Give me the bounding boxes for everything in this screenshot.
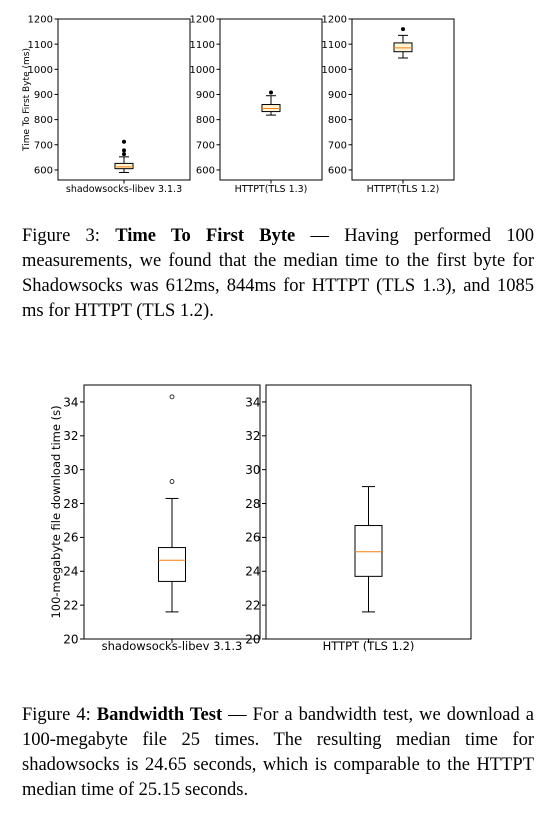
x-category-label: HTTPT (TLS 1.2) bbox=[323, 639, 415, 653]
y-tick-label: 1100 bbox=[190, 40, 215, 51]
y-tick-label: 34 bbox=[245, 395, 260, 409]
y-tick-label: 1200 bbox=[322, 15, 347, 26]
figure-3-title: Time To First Byte bbox=[115, 226, 296, 246]
outlier-point bbox=[169, 479, 175, 484]
y-tick-label: 700 bbox=[34, 140, 53, 151]
y-tick-label: 700 bbox=[328, 140, 347, 151]
iqr-box bbox=[261, 104, 281, 113]
y-tick-label: 900 bbox=[34, 90, 53, 101]
y-tick-label: 800 bbox=[34, 115, 53, 126]
iqr-box bbox=[393, 42, 413, 53]
y-tick-label: 22 bbox=[245, 598, 260, 612]
figure-4-caption: Figure 4: Bandwidth Test — For a bandwid… bbox=[22, 703, 534, 803]
y-tick-label: 1200 bbox=[28, 15, 53, 26]
y-tick-label: 28 bbox=[245, 497, 260, 511]
x-category-label: HTTPT(TLS 1.3) bbox=[235, 184, 308, 195]
y-tick-label: 20 bbox=[63, 632, 78, 646]
outlier-point bbox=[268, 90, 273, 95]
figure-3-caption: Figure 3: Time To First Byte — Having pe… bbox=[22, 224, 534, 324]
y-tick-label: 22 bbox=[63, 598, 78, 612]
y-tick-label: 26 bbox=[245, 531, 260, 545]
y-tick-label: 30 bbox=[245, 463, 260, 477]
outlier-point bbox=[122, 148, 127, 153]
outlier-point bbox=[122, 139, 127, 144]
y-tick-label: 900 bbox=[196, 90, 215, 101]
ttfb-box-plot-figure: Time To First Byte (ms) 600 700 800 900 1000 1… bbox=[22, 15, 455, 195]
y-tick-label: 32 bbox=[245, 429, 260, 443]
y-tick-label: 600 bbox=[34, 166, 53, 177]
y-tick-label: 28 bbox=[63, 497, 78, 511]
bandwidth-box-plot-figure: 100-megabyte file download time (s)20222… bbox=[49, 384, 472, 653]
y-tick-label: 800 bbox=[328, 115, 347, 126]
y-axis-label: Time To First Byte (ms) bbox=[22, 48, 32, 152]
y-tick-label: 24 bbox=[63, 565, 78, 579]
y-axis-label: 100-megabyte file download time (s) bbox=[49, 405, 63, 618]
y-tick-label: 20 bbox=[245, 632, 260, 646]
x-category-label: HTTPT(TLS 1.2) bbox=[367, 184, 440, 195]
y-tick-label: 32 bbox=[63, 429, 78, 443]
y-tick-label: 600 bbox=[196, 166, 215, 177]
y-tick-label: 1200 bbox=[190, 15, 215, 26]
y-tick-label: 700 bbox=[196, 140, 215, 151]
y-tick-label: 800 bbox=[196, 115, 215, 126]
outlier-point bbox=[400, 27, 405, 32]
figure-4-label: Figure 4: bbox=[22, 705, 97, 725]
y-tick-label: 1100 bbox=[322, 40, 347, 51]
iqr-box bbox=[114, 162, 134, 170]
figure-3-body: — Having performed 100 measurements, we … bbox=[22, 226, 534, 321]
figure-4-title: Bandwidth Test bbox=[96, 705, 223, 725]
y-tick-label: 34 bbox=[63, 395, 78, 409]
figure-3-label: Figure 3: bbox=[22, 226, 116, 246]
y-tick-label: 1000 bbox=[190, 65, 215, 76]
y-tick-label: 1100 bbox=[28, 40, 53, 51]
outlier-point bbox=[169, 394, 175, 400]
y-tick-label: 24 bbox=[245, 565, 260, 579]
iqr-box bbox=[158, 547, 186, 582]
y-tick-label: 900 bbox=[328, 90, 347, 101]
y-tick-label: 30 bbox=[63, 463, 78, 477]
x-category-label: shadowsocks-libev 3.1.3 bbox=[66, 184, 182, 195]
iqr-box bbox=[354, 525, 383, 577]
y-tick-label: 1000 bbox=[322, 65, 347, 76]
figure-4-body: — For a bandwidth test, we download a 10… bbox=[22, 705, 534, 800]
y-tick-label: 1000 bbox=[28, 65, 53, 76]
y-tick-label: 26 bbox=[63, 531, 78, 545]
x-category-label: shadowsocks-libev 3.1.3 bbox=[102, 639, 243, 653]
outlier-point bbox=[122, 152, 127, 157]
y-tick-label: 600 bbox=[328, 166, 347, 177]
